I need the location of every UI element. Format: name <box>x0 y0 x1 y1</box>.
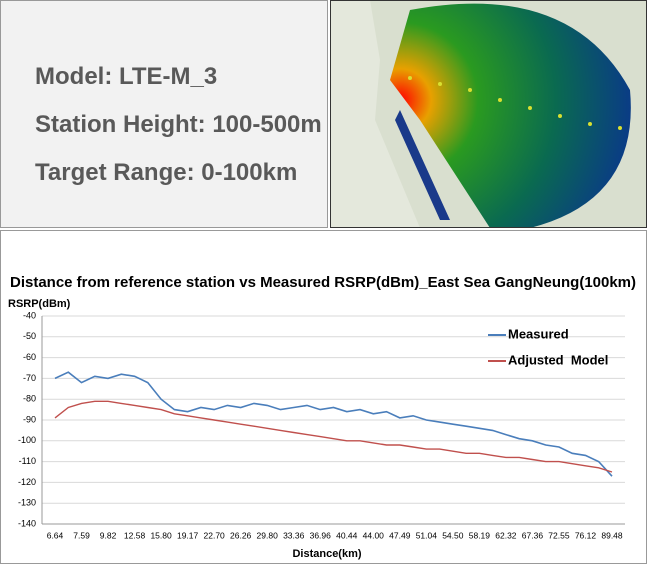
x-tick-label: 89.48 <box>601 530 623 540</box>
x-tick-label: 9.82 <box>100 530 117 540</box>
x-tick-label: 15.80 <box>150 530 172 540</box>
x-tick-label: 12.58 <box>124 530 146 540</box>
page: {"info_panel": {"lines": ["Model: LTE-M_… <box>0 0 647 564</box>
x-tick-label: 29.80 <box>257 530 279 540</box>
y-tick-label: -130 <box>18 498 36 508</box>
x-axis-label: Distance(km) <box>292 548 361 560</box>
legend-label: Adjusted Model <box>508 352 608 367</box>
coverage-map <box>330 0 647 228</box>
x-tick-label: 36.96 <box>310 530 332 540</box>
x-tick-label: 47.49 <box>389 530 411 540</box>
x-tick-label: 58.19 <box>469 530 491 540</box>
x-tick-label: 40.44 <box>336 530 358 540</box>
y-tick-label: -50 <box>23 331 36 341</box>
x-tick-label: 33.36 <box>283 530 305 540</box>
x-tick-label: 7.59 <box>73 530 90 540</box>
y-axis-label: RSRP(dBm) <box>8 298 71 310</box>
x-tick-label: 72.55 <box>548 530 570 540</box>
x-tick-label: 6.64 <box>47 530 64 540</box>
y-tick-label: -100 <box>18 435 36 445</box>
x-tick-label: 44.00 <box>363 530 385 540</box>
y-tick-label: -60 <box>23 352 36 362</box>
x-tick-label: 51.04 <box>416 530 438 540</box>
y-tick-label: -140 <box>18 518 36 528</box>
info-panel: Model: LTE-M_3 Station Height: 100-500m … <box>0 0 328 228</box>
chart: Distance from reference station vs Measu… <box>0 230 647 564</box>
y-tick-label: -40 <box>23 310 36 320</box>
info-line: Target Range: 0-100km <box>35 159 297 187</box>
y-tick-label: -80 <box>23 394 36 404</box>
x-tick-label: 54.50 <box>442 530 464 540</box>
y-tick-label: -90 <box>23 414 36 424</box>
x-tick-label: 76.12 <box>575 530 597 540</box>
legend-label: Measured <box>508 326 569 341</box>
y-tick-label: -120 <box>18 477 36 487</box>
x-tick-label: 26.26 <box>230 530 252 540</box>
info-line: Station Height: 100-500m <box>35 111 322 139</box>
x-tick-label: 19.17 <box>177 530 199 540</box>
x-tick-label: 67.36 <box>522 530 544 540</box>
y-tick-label: -70 <box>23 373 36 383</box>
x-tick-label: 62.32 <box>495 530 517 540</box>
chart-title: Distance from reference station vs Measu… <box>10 274 636 291</box>
y-tick-label: -110 <box>19 456 36 466</box>
info-line: Model: LTE-M_3 <box>35 63 217 91</box>
x-tick-label: 22.70 <box>204 530 226 540</box>
